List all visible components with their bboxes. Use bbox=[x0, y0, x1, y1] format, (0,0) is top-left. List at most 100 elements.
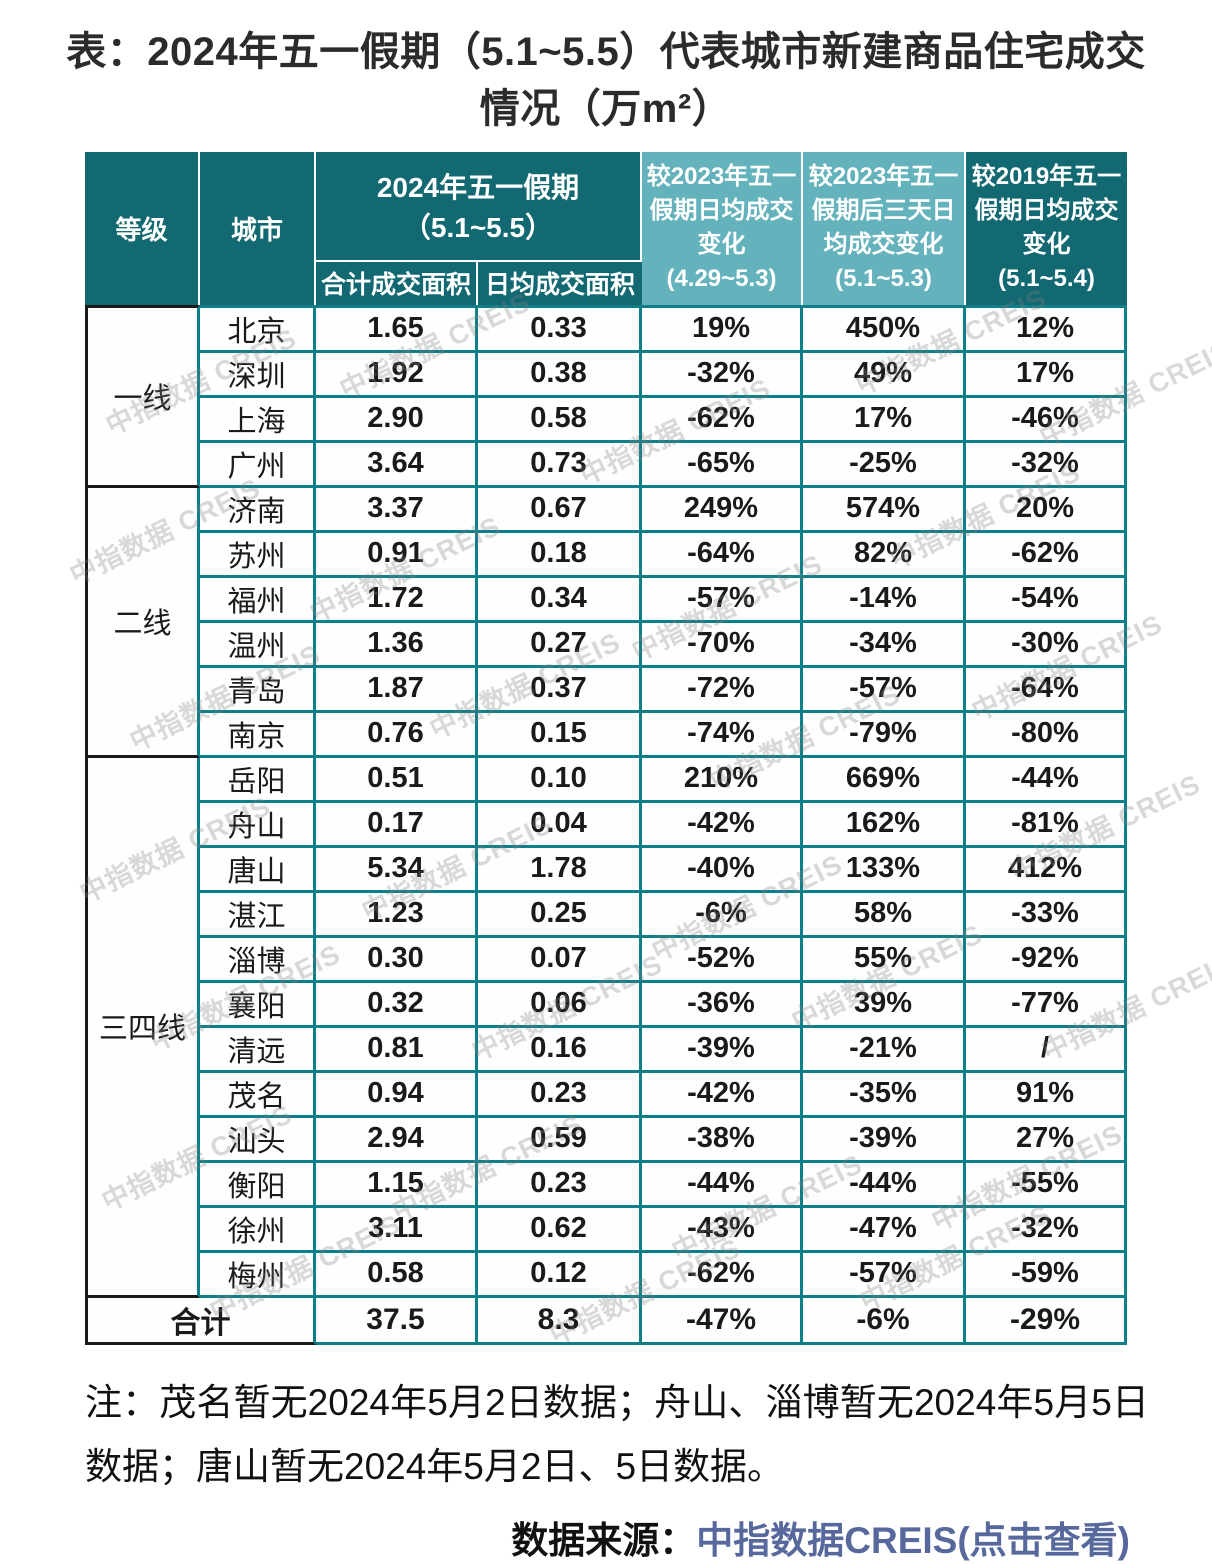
city-cell: 徐州 bbox=[200, 1207, 316, 1253]
table-body: 一线 北京 1.65 0.33 19% 450% 12% 深圳 1.92 0.38 -32% 49% 1… bbox=[85, 304, 1127, 1345]
value-cell: -59% bbox=[966, 1252, 1127, 1298]
value-cell: -70% bbox=[642, 622, 803, 668]
tier-cell: 一线 bbox=[85, 304, 200, 488]
total-row: 合计 37.5 8.3 -47% -6% -29% bbox=[85, 1297, 1127, 1345]
value-cell: 249% bbox=[642, 487, 803, 533]
city-cell: 梅州 bbox=[200, 1252, 316, 1298]
table-row: 舟山 0.17 0.04 -42% 162% -81% bbox=[85, 802, 1127, 848]
value-cell: 0.23 bbox=[478, 1072, 642, 1118]
value-cell: -55% bbox=[966, 1162, 1127, 1208]
value-cell: 0.37 bbox=[478, 667, 642, 713]
value-cell: -44% bbox=[966, 757, 1127, 803]
value-cell: -52% bbox=[642, 937, 803, 983]
table-row: 苏州 0.91 0.18 -64% 82% -62% bbox=[85, 532, 1127, 578]
value-cell: 0.07 bbox=[478, 937, 642, 983]
city-cell: 广州 bbox=[200, 442, 316, 488]
value-cell: -79% bbox=[803, 712, 966, 758]
header-vs2019-daily: 较2019年五一 假期日均成交 变化 (5.1~5.4) bbox=[966, 151, 1127, 305]
value-cell: -47% bbox=[803, 1207, 966, 1253]
value-cell: 49% bbox=[803, 352, 966, 398]
value-cell: -44% bbox=[803, 1162, 966, 1208]
value-cell: -57% bbox=[803, 1252, 966, 1298]
city-cell: 北京 bbox=[200, 304, 316, 353]
value-cell: 1.78 bbox=[478, 847, 642, 893]
value-cell: -21% bbox=[803, 1027, 966, 1073]
value-cell: 0.25 bbox=[478, 892, 642, 938]
value-cell: 3.11 bbox=[316, 1207, 478, 1253]
value-cell: 0.10 bbox=[478, 757, 642, 803]
value-cell: -80% bbox=[966, 712, 1127, 758]
total-value-cell: 37.5 bbox=[316, 1297, 478, 1345]
value-cell: -25% bbox=[803, 442, 966, 488]
value-cell: 0.38 bbox=[478, 352, 642, 398]
table-row: 襄阳 0.32 0.06 -36% 39% -77% bbox=[85, 982, 1127, 1028]
table-row: 二线 济南 3.37 0.67 249% 574% 20% bbox=[85, 487, 1127, 758]
value-cell: -65% bbox=[642, 442, 803, 488]
value-cell: 412% bbox=[966, 847, 1127, 893]
value-cell: -39% bbox=[803, 1117, 966, 1163]
value-cell: -57% bbox=[803, 667, 966, 713]
table-row: 上海 2.90 0.58 -62% 17% -46% bbox=[85, 397, 1127, 443]
city-cell: 湛江 bbox=[200, 892, 316, 938]
value-cell: 210% bbox=[642, 757, 803, 803]
value-cell: 0.59 bbox=[478, 1117, 642, 1163]
value-cell: -54% bbox=[966, 577, 1127, 623]
value-cell: 58% bbox=[803, 892, 966, 938]
value-cell: 2.94 bbox=[316, 1117, 478, 1163]
value-cell: -32% bbox=[642, 352, 803, 398]
source-link[interactable]: 中指数据CREIS(点击查看) bbox=[696, 1520, 1130, 1562]
value-cell: 0.30 bbox=[316, 937, 478, 983]
value-cell: 19% bbox=[642, 304, 803, 353]
value-cell: -32% bbox=[966, 1207, 1127, 1253]
city-cell: 淄博 bbox=[200, 937, 316, 983]
city-cell: 苏州 bbox=[200, 532, 316, 578]
value-cell: 0.33 bbox=[478, 304, 642, 353]
value-cell: 3.37 bbox=[316, 487, 478, 533]
value-cell: 0.58 bbox=[316, 1252, 478, 1298]
value-cell: -14% bbox=[803, 577, 966, 623]
value-cell: 0.51 bbox=[316, 757, 478, 803]
value-cell: -81% bbox=[966, 802, 1127, 848]
value-cell: -30% bbox=[966, 622, 1127, 668]
city-cell: 福州 bbox=[200, 577, 316, 623]
header-holiday-group: 2024年五一假期（5.1~5.5） bbox=[316, 151, 642, 262]
value-cell: -62% bbox=[966, 532, 1127, 578]
value-cell: -40% bbox=[642, 847, 803, 893]
source-line: 数据来源：中指数据CREIS(点击查看) bbox=[0, 1510, 1212, 1564]
value-cell: 1.87 bbox=[316, 667, 478, 713]
value-cell: 39% bbox=[803, 982, 966, 1028]
value-cell: 0.04 bbox=[478, 802, 642, 848]
value-cell: -32% bbox=[966, 442, 1127, 488]
table-row: 温州 1.36 0.27 -70% -34% -30% bbox=[85, 622, 1127, 668]
table-row: 南京 0.76 0.15 -74% -79% -80% bbox=[85, 712, 1127, 758]
city-cell: 岳阳 bbox=[200, 757, 316, 803]
city-cell: 舟山 bbox=[200, 802, 316, 848]
total-value-cell: -47% bbox=[642, 1297, 803, 1345]
value-cell: 82% bbox=[803, 532, 966, 578]
value-cell: -6% bbox=[642, 892, 803, 938]
header-total-area: 合计成交面积 bbox=[316, 261, 478, 305]
table-row: 茂名 0.94 0.23 -42% -35% 91% bbox=[85, 1072, 1127, 1118]
value-cell: -42% bbox=[642, 1072, 803, 1118]
city-cell: 唐山 bbox=[200, 847, 316, 893]
value-cell: 1.72 bbox=[316, 577, 478, 623]
tier-cell: 三四线 bbox=[85, 757, 200, 1298]
value-cell: 0.27 bbox=[478, 622, 642, 668]
table-header: 等级 城市 2024年五一假期（5.1~5.5） 较2023年五一 假期日均成交… bbox=[85, 151, 1127, 305]
value-cell: 55% bbox=[803, 937, 966, 983]
tier-cell: 二线 bbox=[85, 487, 200, 758]
value-cell: 0.17 bbox=[316, 802, 478, 848]
value-cell: 0.91 bbox=[316, 532, 478, 578]
value-cell: 0.67 bbox=[478, 487, 642, 533]
city-cell: 青岛 bbox=[200, 667, 316, 713]
total-label: 合计 bbox=[85, 1297, 316, 1345]
table-row: 三四线 岳阳 0.51 0.10 210% 669% -44% bbox=[85, 757, 1127, 1298]
value-cell: -57% bbox=[642, 577, 803, 623]
value-cell: 0.15 bbox=[478, 712, 642, 758]
value-cell: -44% bbox=[642, 1162, 803, 1208]
value-cell: -42% bbox=[642, 802, 803, 848]
value-cell: 0.94 bbox=[316, 1072, 478, 1118]
table-row: 梅州 0.58 0.12 -62% -57% -59% bbox=[85, 1252, 1127, 1298]
city-cell: 南京 bbox=[200, 712, 316, 758]
value-cell: 0.06 bbox=[478, 982, 642, 1028]
